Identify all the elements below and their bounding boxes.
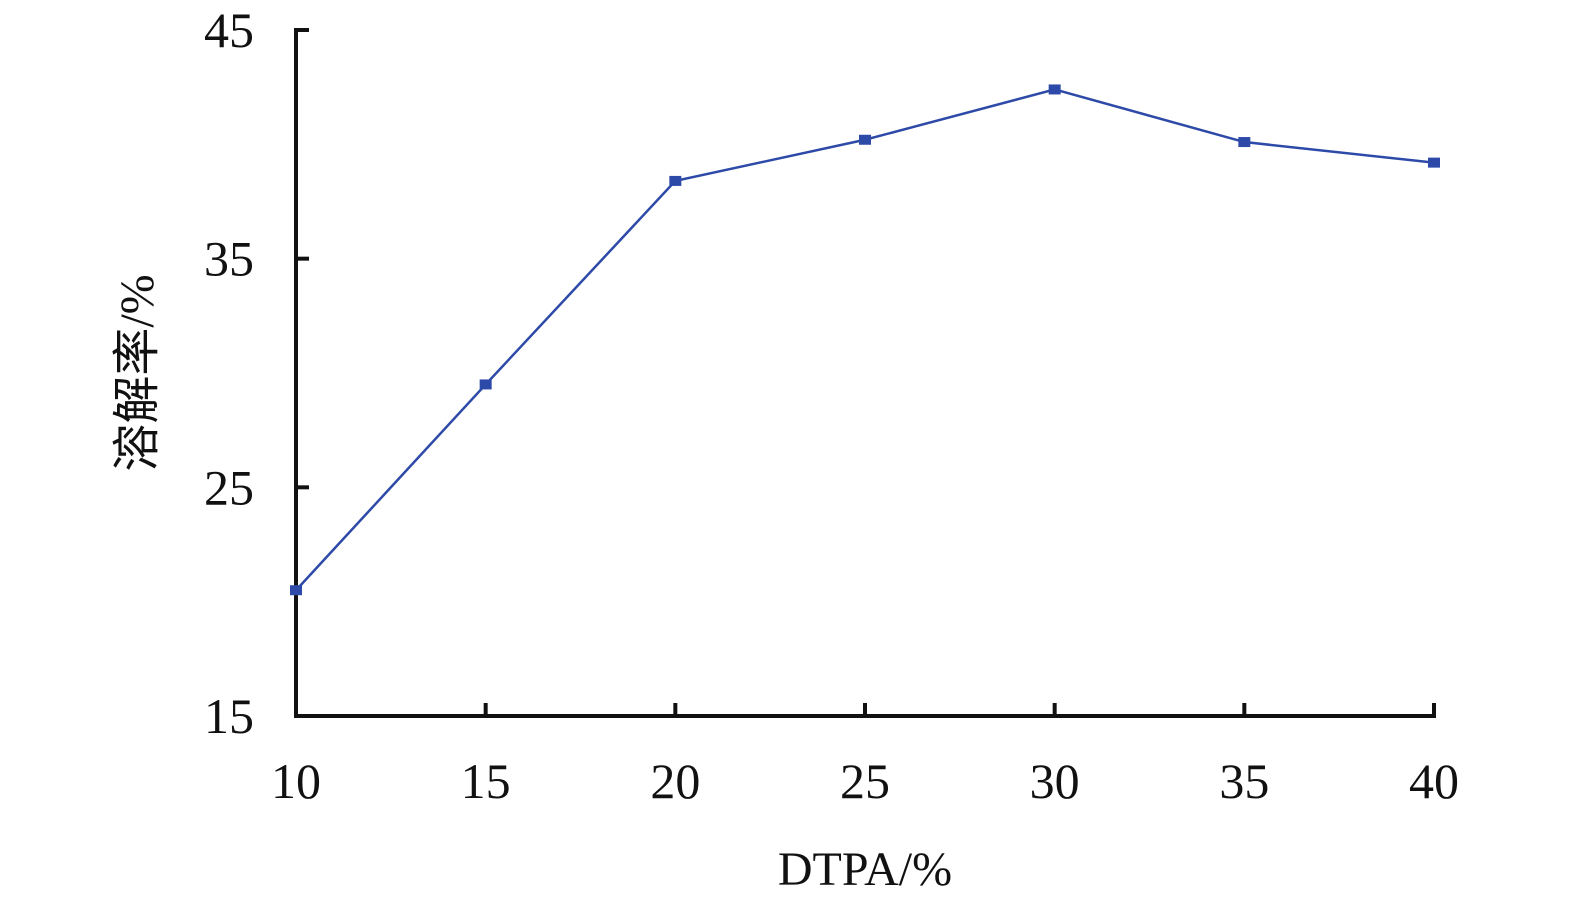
x-tick-label: 40 (1409, 753, 1459, 809)
x-tick-label: 25 (840, 753, 890, 809)
data-point-marker (859, 134, 871, 145)
y-tick-label: 45 (204, 2, 254, 58)
series-line (295, 88, 1435, 592)
y-axis-title: 溶解率/% (111, 274, 164, 471)
data-point-marker (1238, 137, 1251, 148)
series-layer (290, 84, 1440, 596)
x-axis-title: DTPA/% (778, 843, 952, 896)
y-tick-label: 15 (204, 688, 254, 744)
x-tick-label: 30 (1030, 753, 1080, 809)
x-tick-label: 35 (1219, 753, 1269, 809)
y-tick-label: 35 (204, 231, 254, 287)
x-tick-label: 20 (650, 753, 700, 809)
y-axis-ticks: 15 25 35 45 (204, 2, 309, 744)
x-tick-label: 15 (461, 753, 511, 809)
data-point-marker (290, 585, 302, 596)
y-tick-label: 25 (204, 459, 254, 515)
data-point-marker (479, 379, 492, 390)
data-point-marker (1428, 157, 1440, 168)
x-axis-ticks: 10 15 20 25 30 35 40 (271, 703, 1459, 809)
data-point-marker (1048, 84, 1061, 95)
x-tick-label: 10 (271, 753, 321, 809)
data-point-marker (669, 175, 682, 186)
